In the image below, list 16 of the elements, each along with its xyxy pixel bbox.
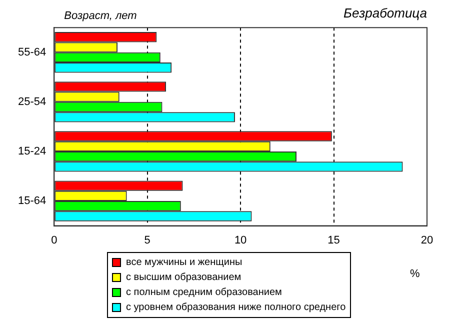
y-tick-label: 15-24 [18, 146, 46, 158]
x-tick-label: 0 [51, 234, 58, 246]
x-axis-title: % [410, 268, 420, 280]
legend-label: с полным средним образованием [126, 286, 282, 300]
y-tick-label: 15-64 [18, 195, 46, 208]
legend-label: с высшим образованием [126, 271, 242, 285]
x-tick-label: 20 [420, 234, 434, 246]
legend-label: все мужчины и женщины [126, 256, 242, 270]
legend-label: с уровнем образования ниже полного среднего [126, 301, 346, 315]
chart-title: Безработица [344, 5, 427, 20]
y-axis-title: Возраст, лет [64, 10, 137, 22]
y-tick-label: 55-64 [18, 46, 46, 58]
x-tick-label: 15 [328, 234, 340, 246]
y-tick-label: 25-54 [18, 96, 46, 108]
x-tick-label: 5 [144, 234, 150, 246]
x-tick-label: 10 [234, 234, 247, 246]
